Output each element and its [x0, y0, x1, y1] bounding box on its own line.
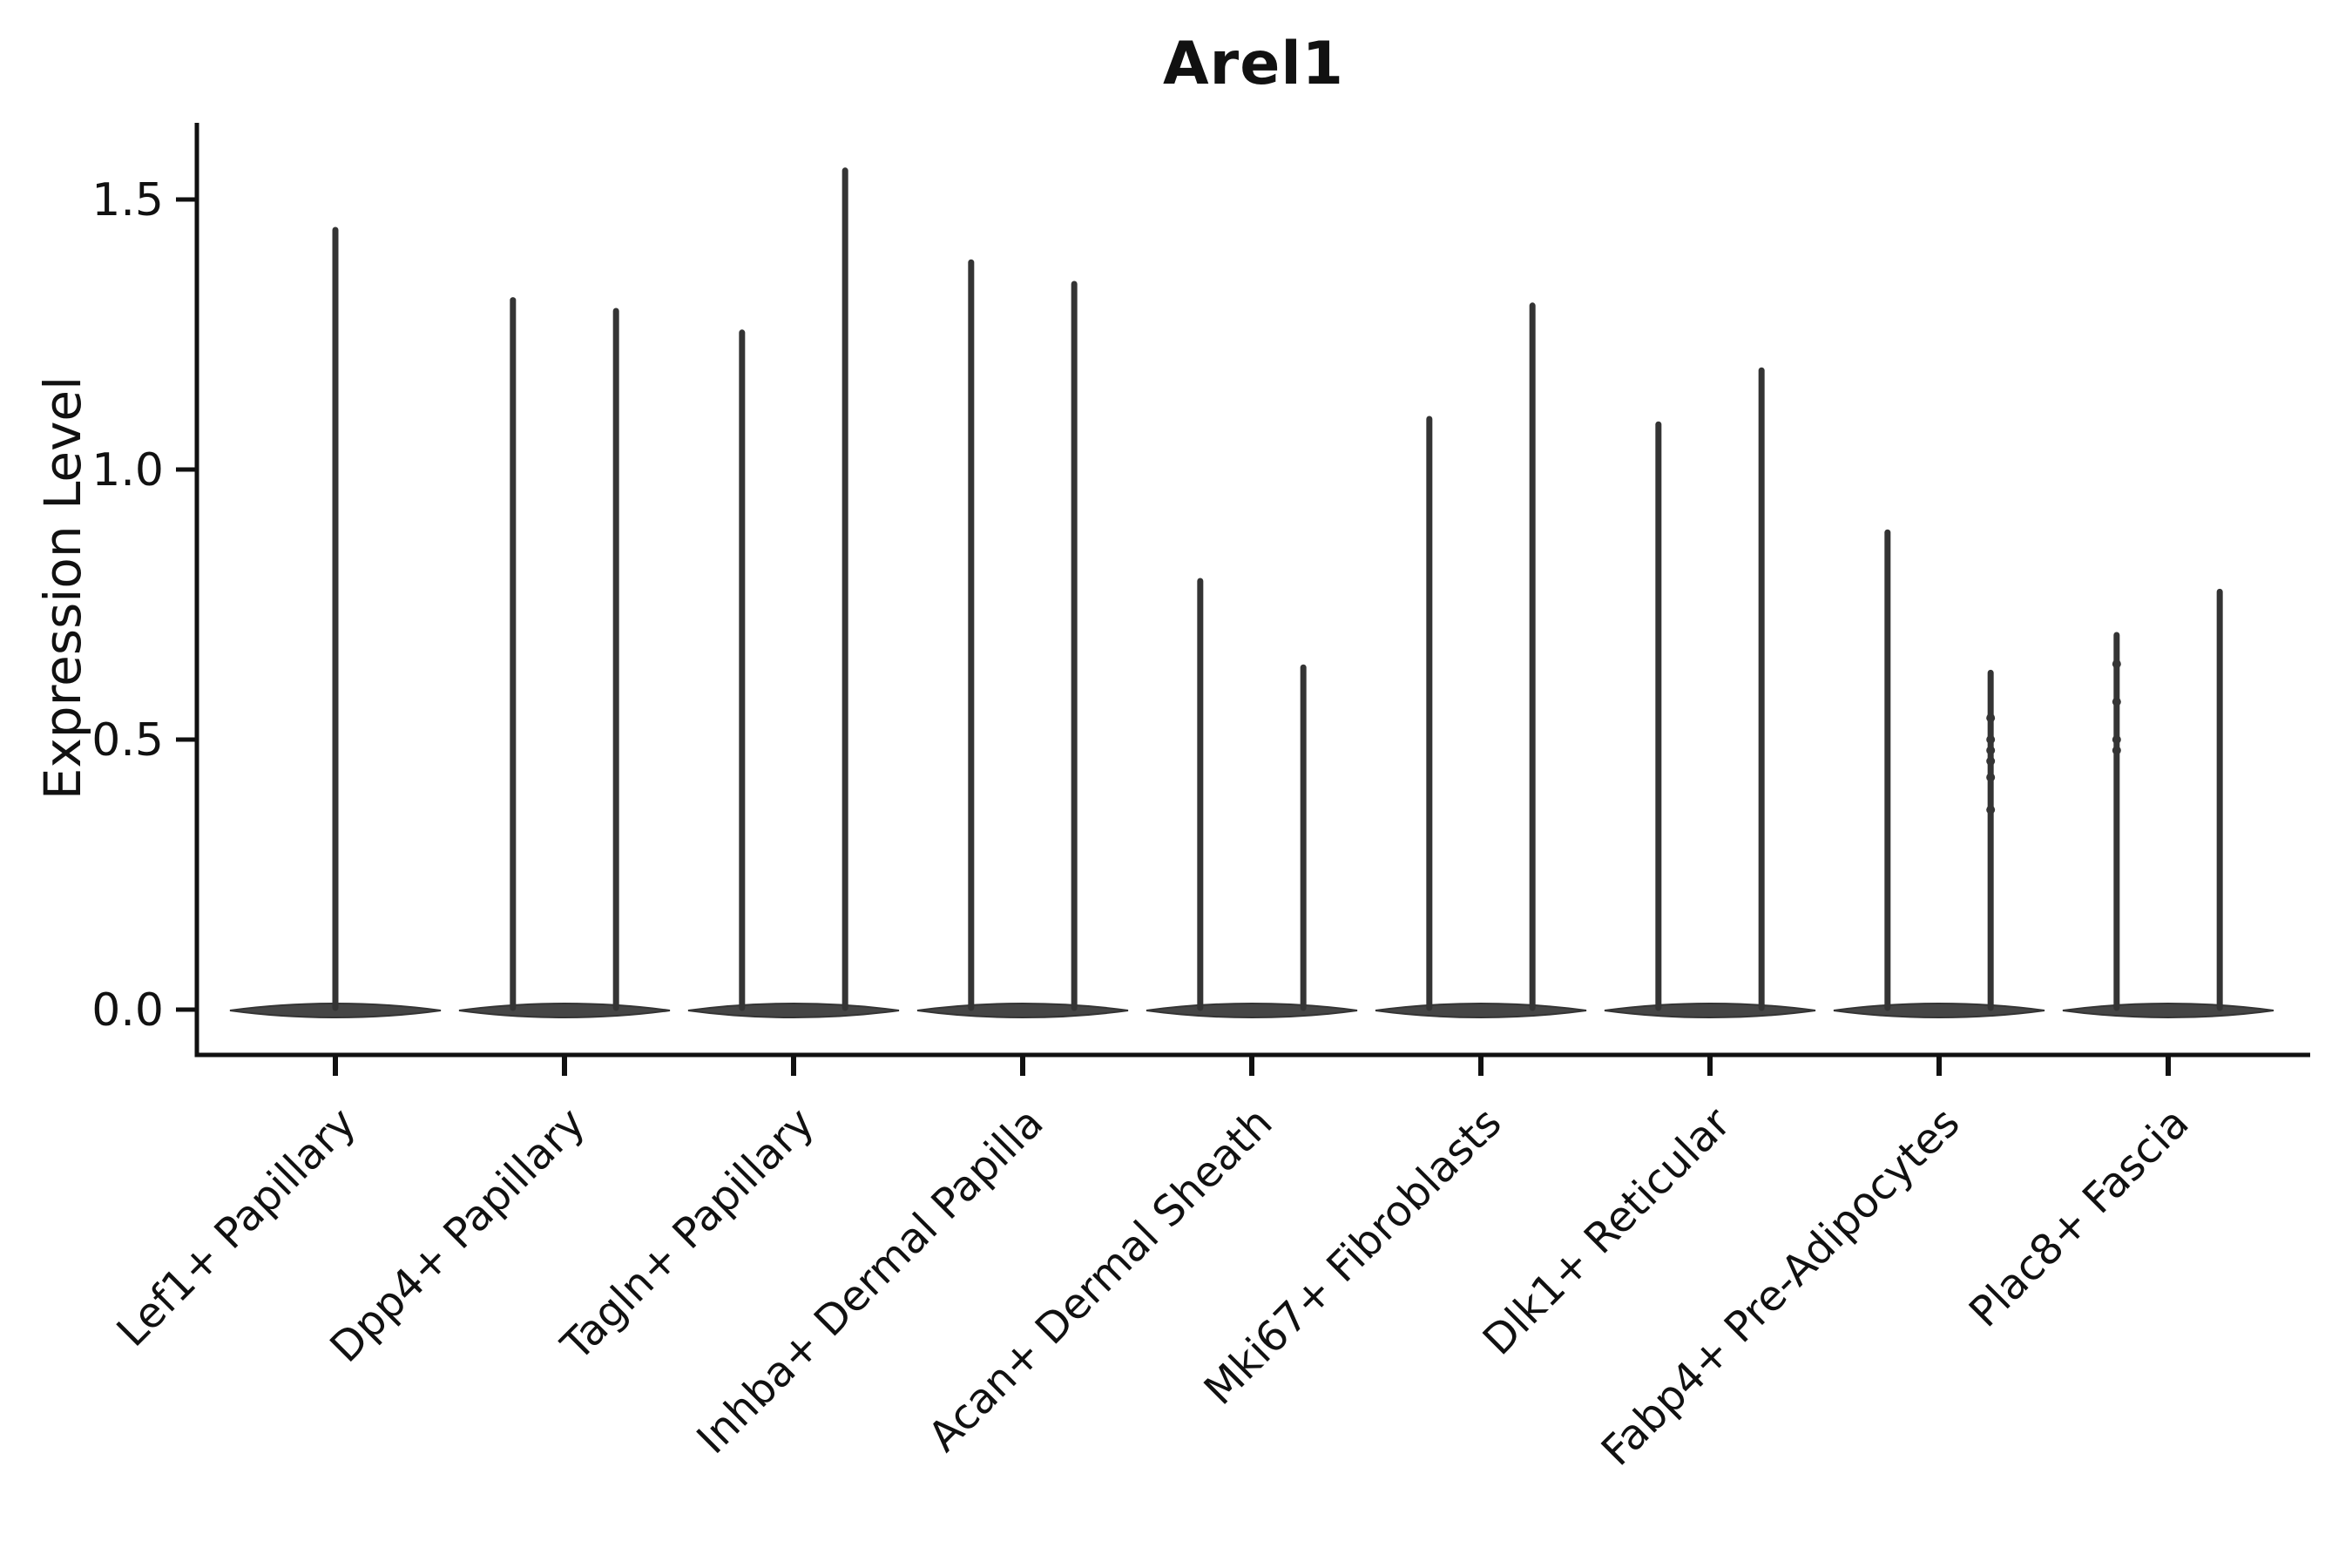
- jitter-point: [1986, 756, 1996, 766]
- violin-base: [458, 1002, 671, 1019]
- jitter-point: [2112, 659, 2121, 669]
- x-category-label: Dpp4+ Papillary: [321, 1098, 594, 1372]
- violin-base: [1833, 1002, 2045, 1019]
- x-category-label: Tagln+ Papillary: [551, 1098, 823, 1370]
- jitter-point: [2112, 746, 2121, 755]
- jitter-point: [1986, 746, 1996, 755]
- x-category-label: Plac8+ Fascia: [1960, 1098, 2199, 1337]
- y-tick-label: 1.5: [91, 174, 164, 226]
- violin-base: [916, 1002, 1129, 1019]
- chart-title: Arel1: [1163, 30, 1344, 98]
- x-category-label: Lef1+ Papillary: [108, 1098, 366, 1356]
- x-category-label: Dlk1+ Reticular: [1474, 1098, 1740, 1365]
- jitter-point: [2112, 735, 2121, 744]
- jitter-point: [1986, 735, 1996, 744]
- jitter-point: [2112, 697, 2121, 706]
- jitter-point: [1986, 805, 1996, 814]
- violin-base: [1604, 1002, 1816, 1019]
- violin-base: [1375, 1002, 1587, 1019]
- jitter-point: [1986, 713, 1996, 723]
- violin-base: [2062, 1002, 2274, 1019]
- y-tick-label: 0.0: [91, 984, 164, 1037]
- jitter-point: [1986, 773, 1996, 782]
- violin-base: [1146, 1002, 1358, 1019]
- violin-base: [687, 1002, 900, 1019]
- y-tick-label: 1.0: [91, 444, 164, 497]
- y-tick-label: 0.5: [91, 714, 164, 767]
